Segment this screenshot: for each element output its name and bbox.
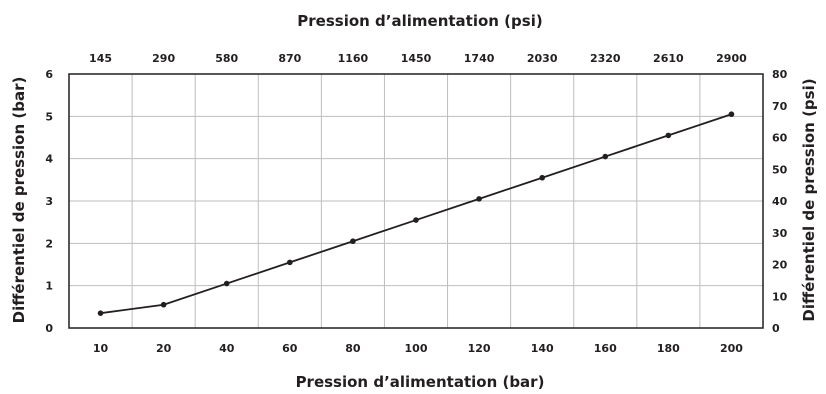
y-left-tick-label: 5 xyxy=(45,110,53,123)
y-right-tick-label: 70 xyxy=(772,100,788,113)
x-bottom-tick-label: 10 xyxy=(93,342,109,355)
x-top-tick-label: 580 xyxy=(215,52,238,65)
x-bottom-tick-label: 140 xyxy=(531,342,554,355)
y-left-tick-label: 2 xyxy=(45,237,53,250)
x-bottom-tick-label: 40 xyxy=(219,342,235,355)
y-right-tick-label: 60 xyxy=(772,132,788,145)
y-right-tick-label: 80 xyxy=(772,68,788,81)
x-top-tick-label: 2900 xyxy=(716,52,747,65)
x-top-tick-label: 2320 xyxy=(590,52,621,65)
y-left-axis-title: Différentiel de pression (bar) xyxy=(10,77,28,324)
y-right-tick-label: 50 xyxy=(772,163,788,176)
x-bottom-tick-label: 100 xyxy=(405,342,428,355)
plot-frame xyxy=(68,73,764,329)
data-point xyxy=(476,196,482,202)
data-point xyxy=(223,280,230,287)
x-top-tick-label: 2610 xyxy=(653,52,684,65)
y-left-tick-label: 0 xyxy=(45,322,53,335)
data-point xyxy=(97,310,104,316)
data-point xyxy=(728,111,735,118)
x-top-tick-label: 1740 xyxy=(464,52,495,65)
data-point xyxy=(287,259,293,266)
grid-lines xyxy=(69,74,763,328)
x-bottom-tick-label: 160 xyxy=(594,342,617,355)
data-point xyxy=(602,153,609,160)
x-top-axis-title: Pression d’alimentation (psi) xyxy=(297,12,542,30)
y-right-tick-label: 0 xyxy=(772,322,780,335)
x-bottom-tick-label: 200 xyxy=(720,342,743,355)
y-right-axis-title: Différentiel de pression (psi) xyxy=(800,78,818,321)
x-top-tick-label: 2030 xyxy=(527,52,558,65)
data-point xyxy=(413,217,419,223)
data-point xyxy=(665,132,672,139)
x-bottom-tick-label: 180 xyxy=(657,342,680,355)
x-bottom-tick-label: 80 xyxy=(345,342,361,355)
data-point xyxy=(539,174,545,181)
y-left-tick-label: 3 xyxy=(45,195,53,208)
x-bottom-tick-label: 20 xyxy=(156,342,172,355)
x-top-tick-label: 145 xyxy=(89,52,112,65)
x-bottom-tick-label: 60 xyxy=(282,342,298,355)
y-right-tick-label: 30 xyxy=(772,227,788,240)
x-bottom-axis-title: Pression d’alimentation (bar) xyxy=(296,373,545,391)
y-right-tick-label: 10 xyxy=(772,290,788,303)
x-top-tick-label: 1450 xyxy=(401,52,432,65)
y-right-tick-label: 40 xyxy=(772,195,788,208)
data-point xyxy=(350,238,356,245)
x-top-tick-label: 870 xyxy=(278,52,301,65)
y-left-tick-label: 1 xyxy=(45,280,53,293)
y-right-tick-label: 20 xyxy=(772,259,788,272)
y-left-tick-label: 6 xyxy=(45,68,53,81)
y-left-tick-label: 4 xyxy=(45,153,53,166)
data-point xyxy=(160,301,167,308)
x-top-tick-label: 290 xyxy=(152,52,175,65)
x-bottom-tick-label: 120 xyxy=(468,342,491,355)
x-top-tick-label: 1160 xyxy=(338,52,369,65)
series-layer xyxy=(97,111,735,316)
